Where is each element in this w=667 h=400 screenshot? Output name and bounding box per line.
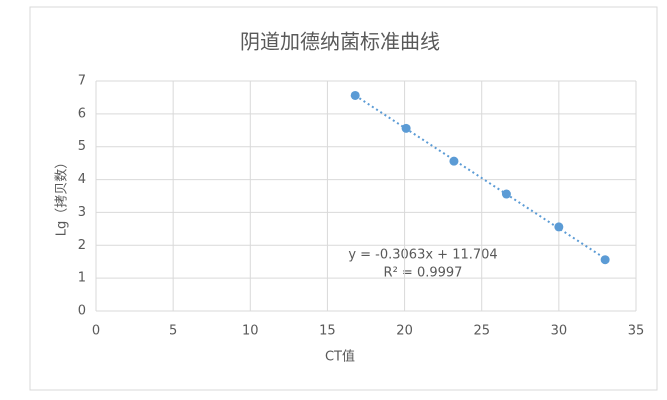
point — [449, 156, 459, 166]
point — [401, 123, 411, 133]
x-tick-label: 30 — [551, 324, 568, 339]
y-tick-label: 1 — [78, 271, 86, 286]
trendline-equation: y = -0.3063x + 11.704 — [348, 248, 497, 263]
trendline-r2: R² = 0.9997 — [384, 266, 463, 281]
x-tick-label: 0 — [92, 324, 100, 339]
point — [600, 255, 610, 265]
y-tick-label: 7 — [78, 74, 86, 89]
point — [350, 90, 360, 100]
chart-title: 阴道加德纳菌标准曲线 — [240, 30, 440, 54]
y-tick-label: 0 — [78, 304, 86, 319]
y-tick-label: 5 — [78, 139, 86, 154]
chart-border — [29, 6, 658, 391]
x-axis-label: CT值 — [325, 349, 355, 365]
x-tick-label: 15 — [319, 324, 336, 339]
x-tick-label: 25 — [473, 324, 490, 339]
y-axis-label: Lg（拷贝数） — [55, 156, 70, 237]
y-tick-label: 2 — [78, 238, 86, 253]
x-tick-label: 35 — [628, 324, 645, 339]
y-tick-label: 6 — [78, 106, 86, 121]
y-tick-label: 4 — [78, 172, 86, 187]
y-tick-label: 3 — [78, 205, 86, 220]
point — [501, 189, 511, 199]
x-tick-label: 10 — [242, 324, 259, 339]
x-tick-label: 5 — [169, 324, 177, 339]
x-tick-label: 20 — [396, 324, 413, 339]
point — [554, 222, 564, 232]
